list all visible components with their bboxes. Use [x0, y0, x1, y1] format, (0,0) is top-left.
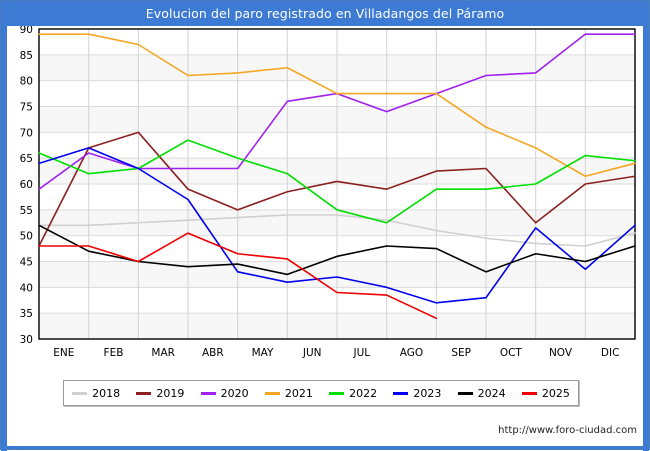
legend-item-2023[interactable]: 2023	[393, 387, 441, 400]
x-tick-label-FEB: FEB	[104, 347, 124, 359]
bottom-rail	[1, 444, 649, 449]
y-axis-tick-labels: 30 35 40 45 50 55 60 65 70 75 80 85 90	[20, 26, 33, 346]
y-tick-label: 40	[20, 282, 33, 294]
legend-swatch-icon	[264, 391, 280, 395]
y-tick-label: 45	[20, 257, 33, 269]
legend-item-2018[interactable]: 2018	[72, 387, 120, 400]
legend-label: 2020	[220, 386, 249, 400]
legend-label: 2022	[349, 386, 378, 400]
legend-swatch-icon	[393, 391, 409, 395]
legend-label: 2019	[156, 386, 185, 400]
x-tick-label-ENE: ENE	[53, 347, 74, 359]
legend-item-2024[interactable]: 2024	[457, 386, 506, 400]
line-chart: 30 35 40 45 50 55 60 65 70 75 80 85 90 ENE FEB MAR ABR M…	[20, 26, 636, 359]
window-title-bar: Evolucion del paro registrado en Villada…	[1, 1, 649, 26]
y-tick-label: 65	[20, 153, 33, 165]
y-tick-label: 60	[20, 179, 33, 191]
x-tick-label-AGO: AGO	[400, 347, 423, 359]
legend-label: 2021	[284, 386, 313, 400]
x-tick-label-JUL: JUL	[353, 347, 371, 359]
legend-item-2025[interactable]: 2025	[521, 386, 570, 400]
chart-area: 30 35 40 45 50 55 60 65 70 75 80 85 90 ENE FEB MAR ABR M…	[7, 26, 643, 446]
x-axis-tick-labels: ENE FEB MAR ABR MAY JUN JUL AGO SEP OCT NOV DIC	[53, 347, 619, 359]
y-tick-label: 75	[20, 102, 33, 114]
y-tick-label: 35	[20, 308, 33, 320]
y-tick-label: 90	[20, 26, 33, 36]
series-line-2025	[38, 232, 438, 320]
y-tick-label: 30	[20, 334, 33, 346]
x-tick-label-MAR: MAR	[151, 347, 175, 359]
x-tick-label-ABR: ABR	[202, 347, 224, 359]
x-tick-label-OCT: OCT	[500, 347, 523, 359]
series-line-2021	[38, 33, 636, 178]
plot-frame	[38, 28, 636, 340]
legend-item-2020[interactable]: 2020	[200, 386, 249, 400]
legend-label: 2018	[92, 386, 121, 400]
legend-item-2022[interactable]: 2022	[329, 387, 377, 400]
data-series-group	[38, 33, 636, 320]
source-url: http://www.foro-ciudad.com	[498, 425, 637, 436]
legend-label: 2024	[477, 386, 506, 400]
y-tick-label: 55	[20, 205, 33, 217]
y-tick-label: 50	[20, 231, 33, 243]
legend-label: 2025	[541, 386, 570, 400]
legend-swatch-icon	[200, 391, 216, 395]
x-tick-label-DIC: DIC	[601, 347, 620, 359]
y-tick-label: 80	[20, 76, 33, 88]
legend-label: 2023	[413, 386, 442, 400]
x-tick-label-NOV: NOV	[549, 347, 573, 359]
legend-swatch-icon	[136, 391, 152, 395]
y-tick-label: 70	[20, 127, 33, 139]
legend-swatch-icon	[72, 391, 88, 395]
left-rail	[1, 26, 7, 451]
x-tick-label-MAY: MAY	[252, 347, 274, 359]
right-rail	[643, 26, 649, 451]
series-line-2018	[38, 214, 636, 247]
y-tick-label: 85	[20, 50, 33, 62]
legend-swatch-icon	[457, 391, 473, 395]
series-line-2023	[38, 147, 636, 304]
legend-swatch-icon	[521, 391, 537, 395]
x-tick-label-SEP: SEP	[451, 347, 471, 359]
legend-swatch-icon	[329, 391, 345, 395]
series-line-2019	[38, 131, 636, 247]
page-title: Evolucion del paro registrado en Villada…	[145, 6, 505, 21]
chart-legend: 2018 2019 2020 2021 2022 2023 2024 2025	[63, 380, 579, 406]
legend-item-2019[interactable]: 2019	[136, 387, 184, 400]
x-tick-label-JUN: JUN	[302, 347, 322, 359]
legend-item-2021[interactable]: 2021	[264, 386, 313, 400]
